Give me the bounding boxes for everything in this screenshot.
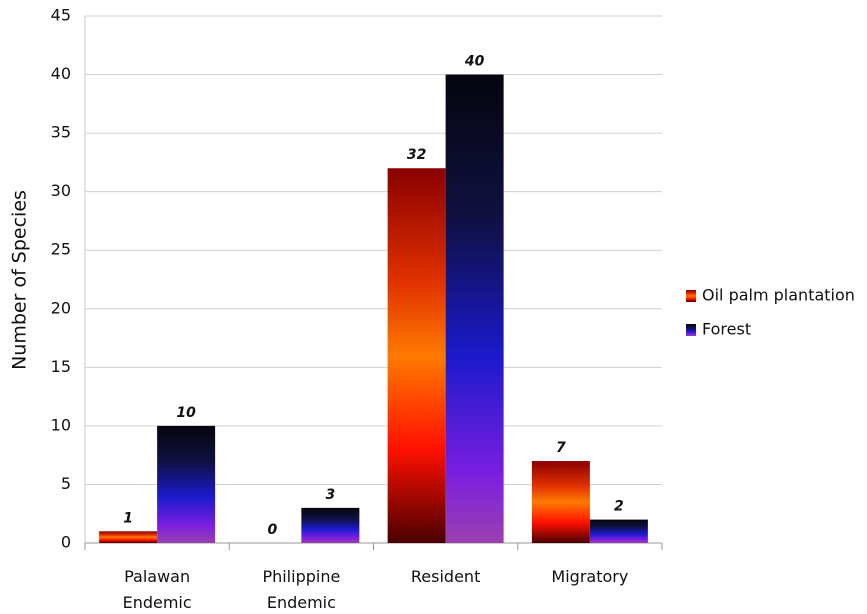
value-label: 0	[268, 522, 278, 538]
bar	[157, 425, 216, 543]
legend-label: Forest	[702, 320, 751, 339]
value-label: 3	[326, 487, 336, 503]
x-tick-label: Resident	[411, 567, 480, 586]
x-tick-label: Philippine Endemic	[262, 567, 340, 612]
legend-label: Oil palm plantation	[702, 286, 855, 305]
legend-swatch	[686, 290, 696, 302]
value-label: 1	[123, 510, 133, 526]
y-tick-label: 10	[51, 415, 71, 434]
value-label: 40	[464, 54, 485, 70]
x-tick-label: Migratory	[551, 567, 628, 586]
bar	[531, 461, 590, 543]
bar	[445, 74, 504, 544]
legend-swatch	[686, 324, 696, 336]
bar	[99, 531, 158, 543]
y-tick-label: 5	[61, 474, 71, 493]
y-tick-label: 20	[51, 298, 71, 317]
y-tick-label: 15	[51, 357, 71, 376]
value-label: 32	[407, 147, 426, 163]
bar	[589, 519, 648, 543]
y-tick-label: 45	[51, 6, 71, 25]
y-axis-label: Number of Species	[9, 190, 31, 370]
y-tick-label: 35	[51, 123, 71, 142]
y-tick-label: 30	[51, 181, 71, 200]
y-tick-label: 25	[51, 240, 71, 259]
y-tick-label: 40	[51, 64, 71, 83]
bar	[387, 168, 446, 543]
x-tick-label: Palawan Endemic	[123, 567, 192, 612]
bar	[301, 507, 360, 543]
y-tick-label: 0	[61, 533, 71, 552]
value-label: 2	[614, 499, 624, 515]
value-label: 10	[176, 405, 196, 421]
value-label: 7	[556, 440, 566, 456]
